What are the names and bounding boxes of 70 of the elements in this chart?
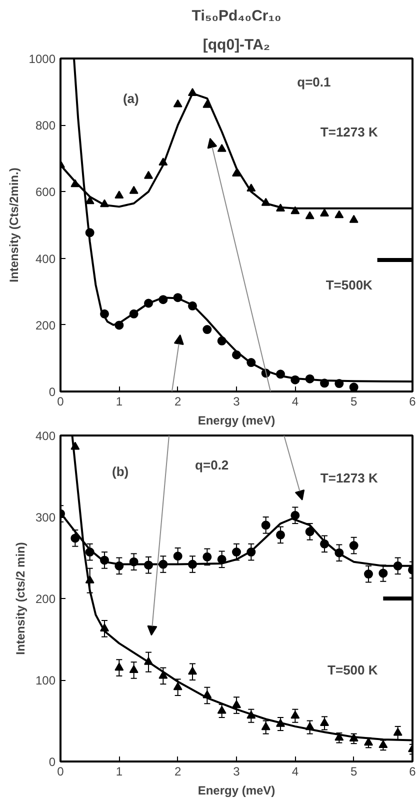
point bbox=[202, 552, 212, 562]
annotation: (a) bbox=[122, 90, 139, 106]
point bbox=[173, 99, 182, 108]
y-tick-label: 1000 bbox=[28, 52, 56, 66]
point bbox=[290, 710, 300, 719]
x-tick-label: 6 bbox=[409, 764, 416, 778]
point bbox=[129, 665, 138, 674]
point bbox=[349, 541, 358, 550]
point bbox=[188, 666, 197, 675]
point bbox=[217, 144, 226, 152]
x-tick-label: 1 bbox=[116, 394, 123, 408]
x-tick-label: 0 bbox=[57, 764, 64, 778]
y-tick-label: 400 bbox=[35, 429, 56, 443]
x-tick-label: 5 bbox=[350, 764, 358, 778]
annotation: T=500K bbox=[326, 277, 374, 292]
point bbox=[70, 534, 80, 543]
point bbox=[349, 214, 358, 223]
point bbox=[173, 682, 182, 690]
point bbox=[305, 211, 314, 220]
point bbox=[114, 190, 124, 199]
x-tick-label: 2 bbox=[174, 394, 182, 408]
point bbox=[364, 570, 373, 579]
x-tick-label: 1 bbox=[116, 764, 123, 778]
point bbox=[378, 740, 388, 748]
point bbox=[144, 170, 153, 179]
y-tick-label: 100 bbox=[35, 674, 56, 688]
point bbox=[173, 552, 182, 561]
point bbox=[114, 662, 124, 671]
point bbox=[305, 527, 314, 536]
annotation: (b) bbox=[112, 464, 129, 479]
point bbox=[393, 728, 402, 736]
x-tick-label: 4 bbox=[292, 764, 299, 778]
y-tick-label: 200 bbox=[35, 318, 56, 332]
y-tick-label: 400 bbox=[35, 252, 56, 266]
point bbox=[334, 210, 344, 218]
x-tick-label: 4 bbox=[292, 394, 299, 408]
y-tick-label: 200 bbox=[35, 592, 56, 606]
x-axis-title: Energy (meV) bbox=[198, 414, 276, 428]
x-tick-label: 2 bbox=[174, 764, 182, 778]
annotation: q=0.2 bbox=[195, 457, 229, 472]
point bbox=[232, 700, 241, 708]
point bbox=[378, 568, 388, 578]
x-tick-label: 3 bbox=[233, 764, 240, 778]
annotation: T=500 K bbox=[328, 662, 378, 678]
y-axis-title: Intensity (cts/2 min) bbox=[13, 542, 28, 655]
annotation: q=0.1 bbox=[297, 74, 331, 90]
annotation: T=1273 K bbox=[320, 124, 378, 140]
point bbox=[232, 548, 241, 557]
x-tick-label: 5 bbox=[350, 394, 358, 408]
y-tick-label: 800 bbox=[35, 118, 56, 133]
point bbox=[217, 706, 226, 714]
y-tick-label: 600 bbox=[35, 185, 56, 200]
x-axis-title: Energy (meV) bbox=[198, 784, 276, 798]
y-tick-label: 0 bbox=[48, 385, 56, 399]
chart-title: Ti₅₀Pd₄₀Cr₁₀ bbox=[192, 8, 282, 24]
x-tick-label: 0 bbox=[57, 394, 64, 408]
y-axis-title: Intensity (Cts/2min.) bbox=[6, 168, 21, 282]
chart-subtitle: [qq0]-TA₂ bbox=[202, 36, 270, 54]
point bbox=[276, 530, 285, 540]
point bbox=[202, 325, 212, 334]
y-tick-label: 0 bbox=[48, 755, 56, 769]
point bbox=[320, 718, 329, 726]
annotation: T=1273 K bbox=[320, 470, 378, 486]
x-tick-label: 6 bbox=[409, 394, 416, 408]
y-tick-label: 300 bbox=[35, 510, 56, 524]
point bbox=[320, 208, 329, 216]
x-tick-label: 3 bbox=[233, 394, 240, 408]
point bbox=[261, 722, 270, 730]
point bbox=[261, 520, 270, 530]
point bbox=[129, 186, 138, 194]
